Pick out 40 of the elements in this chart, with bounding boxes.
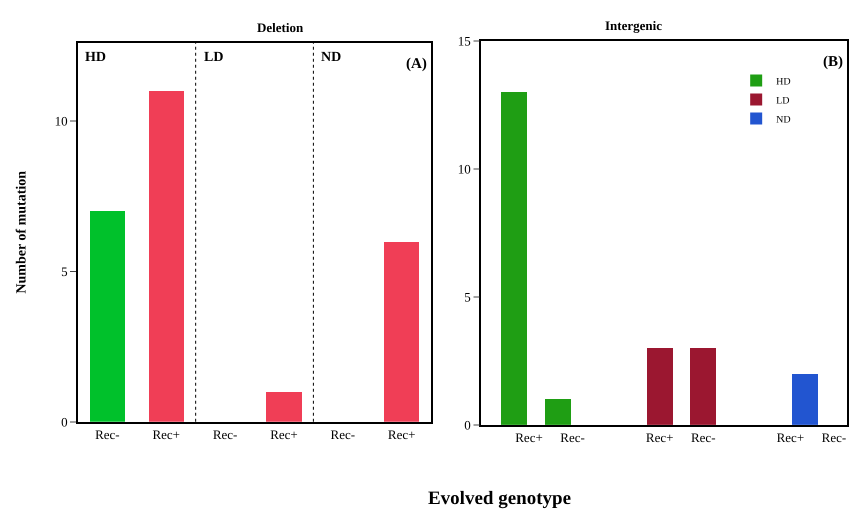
y-tick-label: 10 — [54, 114, 68, 129]
x-tick-label: Rec- — [690, 430, 716, 446]
bar — [501, 92, 528, 425]
bar — [545, 398, 572, 425]
legend-label: HD — [776, 76, 791, 88]
annotation: HD — [85, 50, 106, 65]
x-tick-label: Rec+ — [388, 427, 416, 442]
x-tick-label: Rec+ — [776, 430, 804, 446]
annotation: ND — [321, 50, 342, 65]
x-tick-label: Rec- — [822, 430, 846, 446]
x-tick-label: Rec- — [212, 427, 238, 442]
x-tick-label: Rec+ — [270, 427, 298, 442]
annotation: LD — [204, 50, 224, 65]
x-tick-label: Rec+ — [515, 430, 543, 446]
annotation: (A) — [406, 56, 427, 72]
x-tick-label: Rec- — [330, 427, 356, 442]
bar — [148, 90, 184, 422]
x-tick-label: Rec+ — [646, 430, 674, 446]
x-tick-label: Rec- — [95, 427, 120, 442]
y-tick-label: 0 — [61, 414, 68, 430]
y-tick-label: 10 — [458, 161, 471, 176]
legend-label: LD — [776, 95, 790, 106]
y-tick-label: 15 — [458, 33, 471, 48]
annotation: (B) — [823, 54, 843, 70]
chart-title: Deletion — [257, 20, 304, 35]
y-axis-title: Number of mutation — [14, 170, 30, 294]
bar — [690, 348, 716, 425]
y-tick-label: 5 — [61, 264, 68, 279]
y-tick-label: 5 — [464, 289, 471, 304]
legend-label: ND — [776, 114, 791, 126]
bar — [266, 392, 302, 422]
bar — [792, 374, 818, 425]
y-tick-label: 0 — [464, 417, 471, 432]
x-tick-label: Rec- — [560, 430, 585, 446]
bar — [90, 210, 125, 422]
bar — [384, 242, 419, 422]
x-axis-title: Evolved genotype — [428, 488, 572, 509]
x-tick-label: Rec+ — [152, 427, 180, 442]
chart-title: Intergenic — [605, 18, 662, 33]
bar — [647, 348, 674, 425]
